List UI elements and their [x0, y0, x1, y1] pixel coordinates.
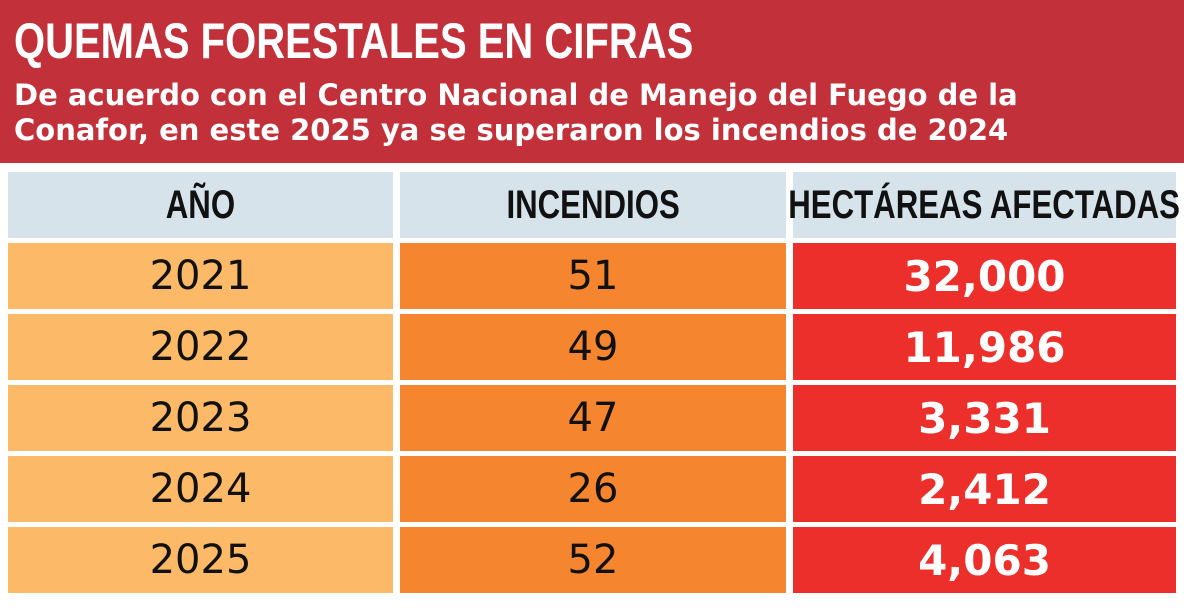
- fires-cell: 47: [400, 385, 786, 451]
- title-banner: QUEMAS FORESTALES EN CIFRAS De acuerdo c…: [0, 0, 1184, 163]
- cell-value: 47: [567, 395, 619, 441]
- cell-value: 11,986: [903, 322, 1066, 372]
- hectares-cell: 11,986: [793, 314, 1176, 380]
- cell-value: 2024: [149, 466, 252, 512]
- year-cell: 2021: [8, 243, 393, 309]
- table-row: 2025 52 4,063: [8, 527, 1176, 593]
- year-cell: 2023: [8, 385, 393, 451]
- cell-value: 2,412: [918, 464, 1051, 514]
- header-cell-year: AÑO: [8, 172, 393, 238]
- hectares-cell: 2,412: [793, 456, 1176, 522]
- header-label: INCENDIOS: [506, 182, 680, 227]
- hectares-cell: 32,000: [793, 243, 1176, 309]
- table-header-row: AÑO INCENDIOS HECTÁREAS AFECTADAS: [8, 172, 1180, 238]
- cell-value: 2025: [149, 537, 252, 583]
- fires-cell: 51: [400, 243, 786, 309]
- year-cell: 2022: [8, 314, 393, 380]
- fires-cell: 52: [400, 527, 786, 593]
- fires-cell: 26: [400, 456, 786, 522]
- fires-cell: 49: [400, 314, 786, 380]
- cell-value: 4,063: [918, 535, 1051, 585]
- header-label: HECTÁREAS AFECTADAS: [788, 182, 1181, 227]
- cell-value: 51: [567, 253, 619, 299]
- header-label: AÑO: [165, 182, 236, 227]
- hectares-cell: 4,063: [793, 527, 1176, 593]
- cell-value: 32,000: [903, 251, 1066, 301]
- cell-value: 2021: [149, 253, 252, 299]
- cell-value: 52: [567, 537, 619, 583]
- cell-value: 49: [567, 324, 619, 370]
- table-row: 2021 51 32,000: [8, 243, 1176, 309]
- header-cell-fires: INCENDIOS: [400, 172, 786, 238]
- table-row: 2024 26 2,412: [8, 456, 1176, 522]
- header-cell-hectares: HECTÁREAS AFECTADAS: [789, 172, 1180, 238]
- table-row: 2022 49 11,986: [8, 314, 1176, 380]
- year-cell: 2024: [8, 456, 393, 522]
- cell-value: 2022: [149, 324, 252, 370]
- hectares-cell: 3,331: [793, 385, 1176, 451]
- cell-value: 26: [567, 466, 619, 512]
- cell-value: 3,331: [918, 393, 1051, 443]
- year-cell: 2025: [8, 527, 393, 593]
- infographic-title: QUEMAS FORESTALES EN CIFRAS: [14, 13, 694, 69]
- infographic-subtitle: De acuerdo con el Centro Nacional de Man…: [14, 78, 1018, 147]
- table-row: 2023 47 3,331: [8, 385, 1176, 451]
- cell-value: 2023: [149, 395, 252, 441]
